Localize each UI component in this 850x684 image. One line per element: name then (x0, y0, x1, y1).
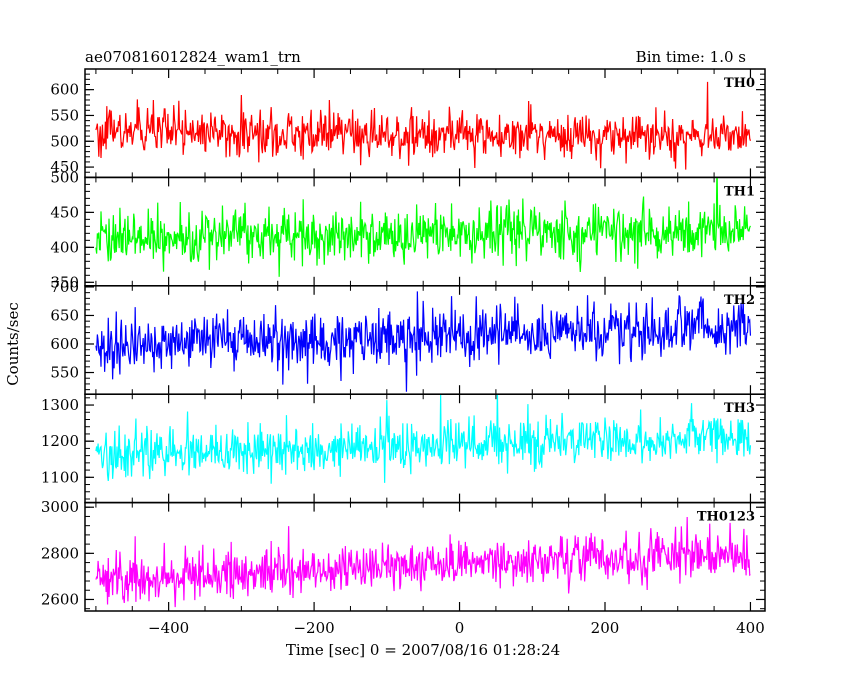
y-tick-label: 450 (50, 158, 79, 176)
y-tick-label: 650 (50, 306, 79, 324)
y-tick-label: 500 (50, 132, 79, 150)
y-tick-label: 1300 (41, 396, 79, 414)
x-axis-title: Time [sec] 0 = 2007/08/16 01:28:24 (286, 641, 560, 659)
series-line-th0123 (95, 516, 751, 608)
y-tick-label: 350 (50, 273, 79, 291)
panel-frame (84, 501, 766, 612)
y-tick-label: 500 (50, 168, 79, 186)
x-tick-label: −400 (148, 619, 189, 637)
series-line-th2 (95, 291, 752, 392)
y-tick-label: 1100 (41, 468, 79, 486)
series-line-th0 (95, 81, 752, 170)
y-tick-label: 550 (50, 364, 79, 382)
y-tick-label: 3000 (41, 498, 79, 516)
series-line-th3 (95, 394, 752, 484)
y-tick-label: 700 (50, 278, 79, 296)
panel-label-th2: TH2 (724, 293, 755, 308)
series-line-th1 (95, 177, 751, 277)
y-tick-label: 450 (50, 203, 79, 221)
y-tick-label: 2600 (41, 590, 79, 608)
x-tick-label: −200 (293, 619, 334, 637)
panel-label-th3: TH3 (724, 401, 755, 416)
y-tick-label: 400 (50, 238, 79, 256)
y-tick-label: 600 (50, 81, 79, 99)
x-tick-label: 0 (455, 619, 465, 637)
chart-title: ae070816012824_wam1_trn (85, 48, 301, 66)
y-tick-label: 2800 (41, 544, 79, 562)
y-axis-title: Counts/sec (4, 302, 22, 386)
y-tick-label: 600 (50, 335, 79, 353)
x-tick-label: 200 (591, 619, 620, 637)
panel-label-th0: TH0 (724, 76, 755, 91)
y-tick-label: 550 (50, 106, 79, 124)
panel-label-th1: TH1 (724, 184, 755, 199)
panel-label-th0123: TH0123 (697, 510, 755, 525)
bin-time-label: Bin time: 1.0 s (636, 48, 746, 66)
x-tick-label: 400 (736, 619, 765, 637)
y-tick-label: 1200 (41, 432, 79, 450)
